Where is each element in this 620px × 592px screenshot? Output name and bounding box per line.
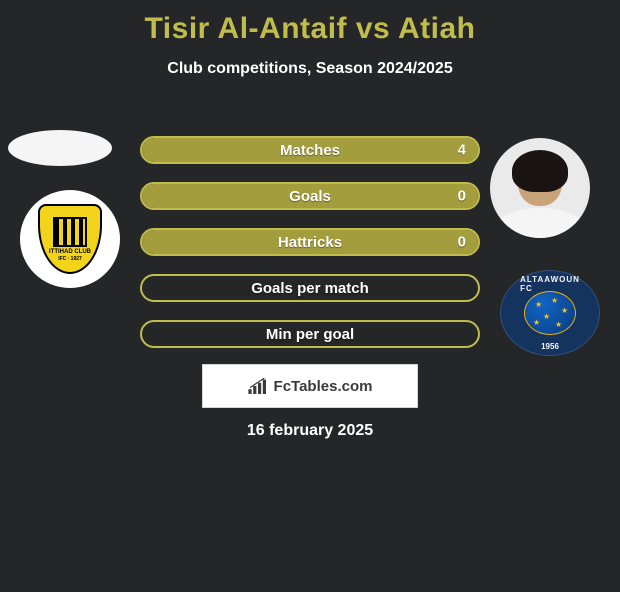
stat-bar-value: 0: [458, 188, 466, 205]
page-subtitle: Club competitions, Season 2024/2025: [0, 60, 620, 78]
stat-bar-min-per-goal: Min per goal: [140, 320, 480, 348]
star-icon: ★: [551, 296, 558, 305]
star-icon: ★: [561, 306, 568, 315]
star-icon: ★: [533, 318, 540, 327]
page-title: Tisir Al-Antaif vs Atiah: [0, 12, 620, 46]
stat-bar-value: 4: [458, 142, 466, 159]
altaawoun-badge: ALTAAWOUN FC ★ ★ ★ ★ ★ ★ 1956: [500, 270, 600, 356]
brand-text: FcTables.com: [274, 378, 373, 395]
stat-bar-label: Matches: [280, 142, 340, 159]
star-icon: ★: [535, 300, 542, 309]
star-icon: ★: [543, 312, 550, 321]
stat-bar-hattricks: Hattricks 0: [140, 228, 480, 256]
bar-chart-icon: [248, 378, 268, 394]
badge-arc-bottom: 1956: [541, 342, 559, 351]
player-right-avatar: [490, 138, 590, 238]
stat-bar-label: Hattricks: [278, 234, 342, 251]
stat-bar-goals-per-match: Goals per match: [140, 274, 480, 302]
avatar-shoulders: [495, 208, 585, 238]
stat-bar-label: Goals per match: [251, 280, 369, 297]
stat-bars: Matches 4 Goals 0 Hattricks 0 Goals per …: [140, 136, 480, 366]
badge-text-top: ITTIHAD CLUB: [49, 249, 91, 255]
stat-bar-matches: Matches 4: [140, 136, 480, 164]
jersey-icon: [53, 217, 87, 247]
date-text: 16 february 2025: [247, 422, 373, 440]
badge-text-bottom: IFC · 1927: [58, 256, 82, 262]
club-right-badge: ALTAAWOUN FC ★ ★ ★ ★ ★ ★ 1956: [500, 270, 600, 358]
stat-bar-value: 0: [458, 234, 466, 251]
badge-inner-circle: ★ ★ ★ ★ ★ ★: [524, 291, 576, 335]
stat-bar-label: Min per goal: [266, 326, 354, 343]
player-left-avatar: [8, 130, 112, 166]
stat-bar-label: Goals: [289, 188, 331, 205]
shield-icon: ITTIHAD CLUB IFC · 1927: [38, 204, 102, 274]
brand-box: FcTables.com: [202, 364, 418, 408]
club-left-badge: ITTIHAD CLUB IFC · 1927: [20, 190, 120, 288]
ittihad-badge: ITTIHAD CLUB IFC · 1927: [20, 190, 120, 288]
star-icon: ★: [555, 320, 562, 329]
stat-bar-goals: Goals 0: [140, 182, 480, 210]
